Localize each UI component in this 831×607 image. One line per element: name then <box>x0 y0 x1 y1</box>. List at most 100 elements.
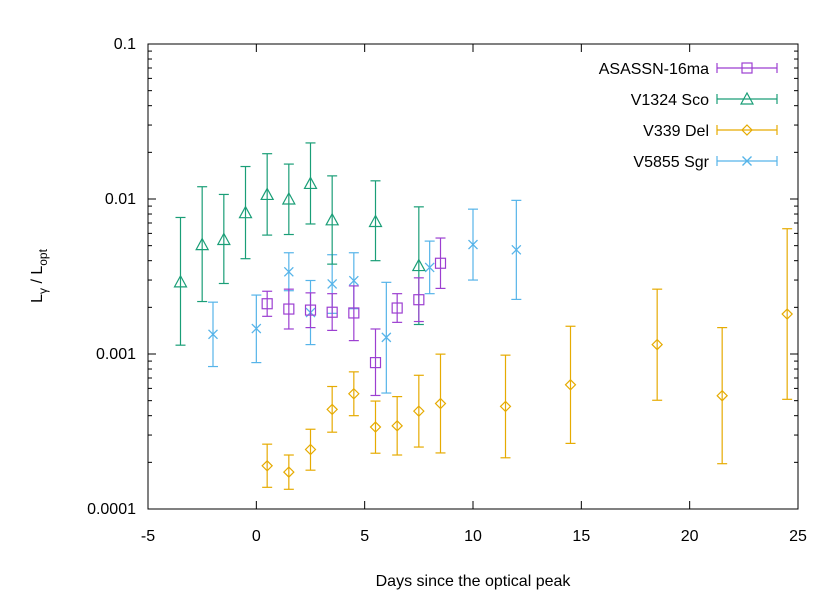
data-point <box>195 186 210 303</box>
diamond-marker <box>434 397 447 410</box>
data-point <box>348 285 360 342</box>
x-tick-label: 0 <box>252 528 261 545</box>
diamond-marker <box>304 443 317 456</box>
data-point <box>261 443 274 488</box>
x-marker-stroke <box>381 332 392 343</box>
triangle-marker <box>325 212 340 226</box>
square-marker <box>348 307 360 319</box>
x-marker <box>511 244 522 255</box>
y-tick-label: 0.0001 <box>87 501 136 518</box>
diamond-marker <box>326 403 339 416</box>
legend-item: V5855 Sgr <box>633 154 778 171</box>
x-marker <box>208 329 218 340</box>
y-tick-label: 0.1 <box>114 36 136 53</box>
x-marker <box>381 332 392 343</box>
data-point <box>282 454 295 490</box>
data-point <box>381 281 392 394</box>
x-marker-stroke <box>283 266 294 277</box>
x-tick-label: 25 <box>789 528 807 545</box>
data-point <box>261 290 273 317</box>
triangle-marker <box>195 237 210 251</box>
data-point <box>369 400 382 454</box>
diamond-marker <box>651 338 664 351</box>
legend-item: V1324 Sco <box>631 91 778 109</box>
x-marker <box>348 275 359 286</box>
axis-ticks: -5 0 5 10 15 20 25 0.0001 0.001 0.01 0.1 <box>87 36 807 545</box>
triangle-marker <box>238 205 253 219</box>
square-marker <box>261 298 273 310</box>
data-point <box>326 293 338 331</box>
triangle-marker <box>260 187 275 201</box>
square-marker <box>283 303 295 315</box>
data-point <box>511 199 522 301</box>
data-point <box>468 208 478 281</box>
triangle-marker <box>303 176 318 190</box>
diamond-marker <box>369 421 382 433</box>
x-marker-stroke <box>327 279 338 289</box>
triangle-marker <box>411 258 426 272</box>
x-tick-label: 10 <box>464 528 482 545</box>
data-point <box>326 385 339 433</box>
data-point <box>434 353 447 454</box>
data-point <box>424 240 435 295</box>
legend-square-marker <box>741 62 753 74</box>
diamond-marker <box>282 466 295 478</box>
series-1 <box>173 142 426 346</box>
data-point <box>413 277 425 323</box>
square-marker <box>434 257 447 269</box>
legend-label: V339 Del <box>643 123 709 140</box>
x-tick-label: 20 <box>681 528 699 545</box>
y-tick-label: 0.01 <box>105 191 136 208</box>
x-marker-stroke <box>511 244 522 255</box>
x-marker-stroke <box>208 329 218 340</box>
series-3 <box>208 199 522 394</box>
square-marker <box>369 357 382 369</box>
x-axis-label: Days since the optical peak <box>376 573 572 590</box>
data-point <box>260 153 275 236</box>
diamond-marker <box>391 419 404 432</box>
x-marker-stroke <box>348 275 359 286</box>
triangle-marker <box>173 274 188 288</box>
x-marker <box>424 262 435 273</box>
x-marker <box>283 266 294 277</box>
data-point <box>303 142 318 225</box>
data-point <box>283 252 294 292</box>
diamond-marker <box>412 405 425 417</box>
data-point <box>564 325 577 444</box>
series-layer <box>173 142 794 490</box>
x-tick-label: -5 <box>141 528 155 545</box>
legend-label: V1324 Sco <box>631 92 709 109</box>
diamond-marker <box>716 389 729 402</box>
diamond-marker <box>564 378 577 391</box>
legend-item: ASASSN-16ma <box>599 61 778 78</box>
data-point <box>208 301 218 368</box>
x-marker <box>251 323 262 334</box>
legend-label: V5855 Sgr <box>633 154 709 171</box>
data-point <box>283 288 295 330</box>
x-tick-label: 5 <box>360 528 369 545</box>
legend-triangle-marker <box>739 91 755 105</box>
square-marker <box>413 294 425 306</box>
data-point <box>499 354 512 459</box>
x-marker <box>468 239 478 250</box>
square-marker <box>326 306 338 318</box>
data-point <box>251 294 262 364</box>
data-point <box>216 193 231 285</box>
x-marker-stroke <box>424 262 435 273</box>
x-marker-stroke <box>251 323 262 334</box>
data-point <box>238 165 253 260</box>
data-point <box>304 292 317 329</box>
data-point <box>651 288 664 401</box>
data-point <box>391 396 404 456</box>
diamond-marker <box>347 387 360 400</box>
triangle-marker <box>281 191 296 205</box>
y-axis-label: Lγ / Lopt <box>29 248 50 302</box>
data-point <box>716 327 729 465</box>
data-point <box>434 237 447 289</box>
x-marker <box>327 279 338 289</box>
data-point <box>368 180 383 262</box>
diamond-marker <box>781 308 794 320</box>
triangle-marker <box>216 232 231 246</box>
y-tick-label: 0.001 <box>96 346 136 363</box>
